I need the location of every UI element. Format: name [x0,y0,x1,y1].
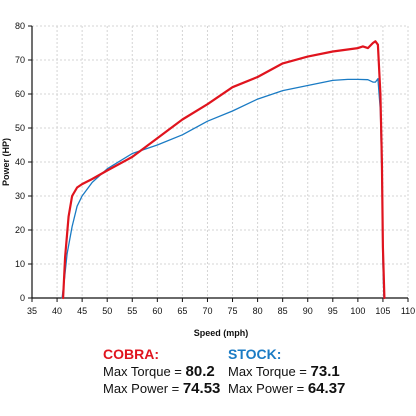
x-tick-label: 60 [152,306,162,316]
x-tick-label: 50 [102,306,112,316]
x-tick-label: 70 [202,306,212,316]
x-tick-label: 80 [253,306,263,316]
legend-stock-torque: Max Torque = 73.1 [228,363,345,380]
legend-stock: STOCK: Max Torque = 73.1 Max Power = 64.… [228,346,345,397]
x-tick-label: 90 [303,306,313,316]
x-tick-label: 55 [127,306,137,316]
legend-stock-power-value: 64.37 [307,380,346,397]
legend-cobra-power-label: Max Power = [103,381,183,396]
series-line-stock [61,78,385,299]
x-axis-ticks: 35 40 45 50 55 60 65 70 75 80 85 90 95 100 105 110 [27,298,415,316]
x-tick-label: 105 [375,306,390,316]
legend-stock-torque-value: 73.1 [310,363,340,380]
x-tick-label: 110 [401,306,415,316]
y-tick-label: 0 [20,293,25,303]
legend-cobra-title: COBRA: [103,346,159,362]
x-tick-label: 100 [350,306,365,316]
x-tick-label: 45 [77,306,87,316]
x-tick-label: 75 [228,306,238,316]
y-tick-label: 40 [15,157,25,167]
legend-stock-title: STOCK: [228,346,282,362]
legend-cobra-torque: Max Torque = 80.2 [103,363,220,380]
y-tick-label: 30 [15,191,25,201]
x-tick-label: 65 [177,306,187,316]
legend-cobra-torque-label: Max Torque = [103,364,186,379]
x-tick-label: 40 [52,306,62,316]
x-tick-label: 35 [27,306,37,316]
legend-cobra-power-value: 74.53 [182,380,221,397]
legend-cobra-power: Max Power = 74.53 [103,380,220,397]
grid-lines [32,25,409,298]
legend-cobra: COBRA: Max Torque = 80.2 Max Power = 74.… [103,346,220,397]
y-tick-label: 10 [15,259,25,269]
y-axis-label: Power (HP) [1,138,11,186]
series-line-cobra [61,40,386,300]
x-tick-label: 95 [328,306,338,316]
series-lines [61,40,386,300]
y-tick-label: 50 [15,123,25,133]
legend-stock-torque-label: Max Torque = [228,364,311,379]
y-tick-label: 60 [15,89,25,99]
x-axis-label: Speed (mph) [194,328,249,338]
y-tick-label: 80 [15,21,25,31]
legend-stock-power-label: Max Power = [228,381,308,396]
y-tick-label: 20 [15,225,25,235]
y-tick-label: 70 [15,55,25,65]
legend-stock-power: Max Power = 64.37 [228,380,345,397]
x-tick-label: 85 [278,306,288,316]
y-axis-ticks: 0 10 20 30 40 50 60 70 80 [15,21,32,303]
legend-cobra-torque-value: 80.2 [185,363,215,380]
